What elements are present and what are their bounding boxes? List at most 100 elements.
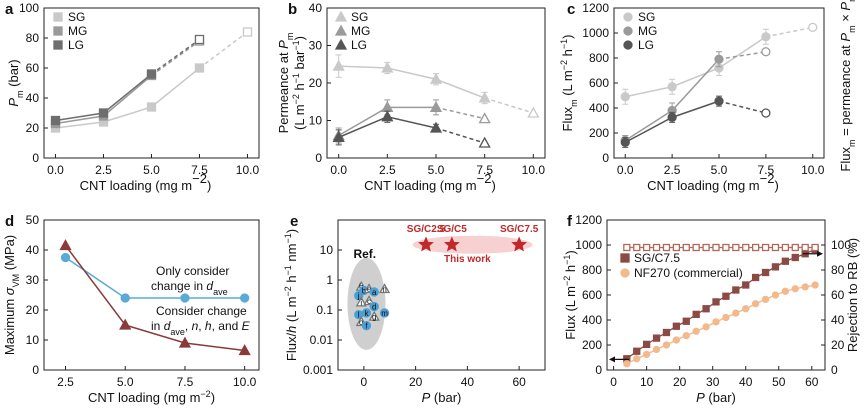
panel-d: d 2.5 5.0 7.5 10.0 0 10 20 30 40 50 Only considerch… <box>2 213 260 405</box>
series-point-0 <box>771 263 780 271</box>
series-point-1 <box>652 345 661 354</box>
series-point-2 <box>751 243 760 252</box>
right-axis-arrowhead <box>817 250 823 257</box>
series-point-0 <box>751 273 760 282</box>
reference-point-letter: o <box>359 318 364 327</box>
series-mg-point <box>429 101 443 113</box>
reference-point <box>379 308 390 318</box>
series-point-0 <box>732 286 740 294</box>
y-tick-label: 20 <box>26 121 40 135</box>
series-point-0 <box>722 292 730 300</box>
x-tick-label: 0 <box>610 375 617 389</box>
this-work-star <box>418 236 434 252</box>
x-tick-label: 20 <box>673 375 687 389</box>
y-tick-label: 400 <box>582 313 602 327</box>
x-tick-label: 2.5 <box>379 163 396 177</box>
y-tick-label: 20 <box>309 76 323 90</box>
x-axis-title: P (bar) <box>696 390 736 405</box>
legend-label-mg: MG <box>351 24 370 38</box>
series-point-2 <box>791 243 799 252</box>
series-sg-dashed-line <box>484 97 534 114</box>
legend-marker-sg <box>334 10 348 22</box>
series-point-0 <box>120 293 130 303</box>
series-point-1 <box>771 291 780 299</box>
y2-tick-label: 40 <box>831 313 845 327</box>
series-sg-point <box>808 22 818 33</box>
legend-marker-sg <box>623 12 633 22</box>
legend-label-sg: SG <box>638 10 655 24</box>
series-mg-dashed-line <box>435 106 485 120</box>
x-tick-label: 7.5 <box>758 163 775 177</box>
series-sg-point <box>332 59 345 71</box>
x-tick-label: 7.5 <box>191 163 208 177</box>
left-axis-arrowhead <box>609 356 615 363</box>
reference-point-letter: k <box>364 309 369 318</box>
reference-point-letter: a <box>372 288 377 297</box>
x-tick-label: 10.0 <box>522 163 546 177</box>
series-point-1 <box>623 360 631 368</box>
series-lg-point <box>332 131 345 143</box>
y-axis-title: Flux (L m−2 h−1) <box>562 250 578 339</box>
x-tick-label: 40 <box>739 375 753 389</box>
series-point-2 <box>642 243 651 252</box>
x-tick-label: 50 <box>772 375 786 389</box>
x-axis-title: CNT loading (mg m−2) <box>88 389 215 405</box>
x-tick-label: 5.0 <box>117 375 134 389</box>
reference-point-letter: b <box>362 286 367 295</box>
series-point-1 <box>751 300 760 308</box>
y-tick-label: 60 <box>26 61 40 75</box>
series-sg-point <box>146 102 157 112</box>
series-point-2 <box>722 243 730 252</box>
reference-point <box>355 296 367 307</box>
legend-label-lg: LG <box>638 38 654 52</box>
series-lg-point <box>714 96 724 106</box>
reference-point-letter: i <box>360 298 362 307</box>
reference-point <box>368 310 380 321</box>
panel-letter-a: a <box>5 1 14 18</box>
this-work-point-label: SG/C5 <box>437 224 467 235</box>
series-sg-point <box>242 27 253 37</box>
series-mg-line <box>624 58 720 142</box>
y-tick-label: 1000 <box>582 26 609 40</box>
annotation-change-dave: change in dave <box>151 279 228 297</box>
reference-point-letter: n <box>382 285 386 294</box>
series-point-0 <box>702 305 710 313</box>
x-tick-label: 60 <box>805 375 819 389</box>
series-sg-point <box>194 63 205 73</box>
series-point-0 <box>672 322 681 330</box>
y-tick-label: 10 <box>320 243 334 257</box>
panel-letter-d: d <box>5 213 14 230</box>
reference-label: Ref. <box>353 247 376 261</box>
y-tick-label: 600 <box>589 76 609 90</box>
x-tick-label: 0 <box>361 375 368 389</box>
series-lg-point <box>98 108 109 118</box>
reference-point <box>369 301 379 312</box>
series-sg-dashed-line <box>199 31 248 69</box>
y-tick-label: 50 <box>26 213 40 227</box>
x-tick-label: 30 <box>706 375 720 389</box>
panel-f: f0 10 20 30 40 50 6002004006008001000120002040… <box>562 213 860 405</box>
legend-label-lg: LG <box>68 38 84 52</box>
x-tick-label: 40 <box>461 375 475 389</box>
this-work-label: This work <box>444 254 491 265</box>
this-work-band <box>412 235 533 254</box>
y-axis-title: Maximum σVM (MPa) <box>2 235 21 355</box>
x-tick-label: 10.0 <box>801 163 825 177</box>
series-lg-point <box>381 110 394 122</box>
series-point-2 <box>781 243 790 252</box>
y-tick-label: 0 <box>32 363 39 377</box>
x-tick-label: 7.5 <box>476 163 493 177</box>
panel-letter-e: e <box>290 213 298 230</box>
y-axis-title: Permeance at Pm <box>276 33 295 134</box>
panel-c: c 0.0 2.5 5.0 7.5 10.0 0 200 400 600 800 1000 1200 SG… <box>559 0 857 193</box>
series-point-0 <box>781 257 790 265</box>
series-point-1 <box>781 287 790 295</box>
y-tick-label: 0 <box>315 151 322 165</box>
x-tick-label: 10 <box>640 375 654 389</box>
reference-point-letter: e <box>367 285 372 294</box>
legend-label-mg: MG <box>638 24 657 38</box>
reference-point-letter: l <box>358 311 360 320</box>
series-sg-point <box>478 91 491 103</box>
